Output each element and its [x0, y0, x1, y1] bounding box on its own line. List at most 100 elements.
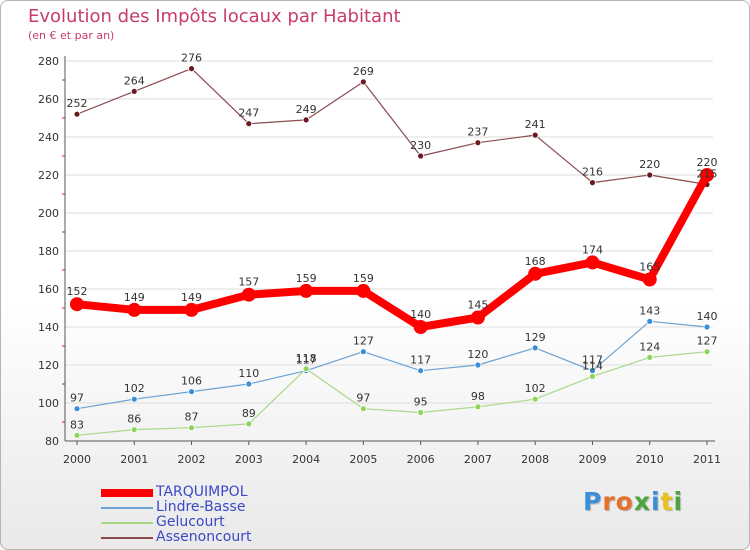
data-point-gelucourt	[73, 431, 81, 439]
x-tick-label: 2006	[407, 453, 435, 466]
data-label-tarquimpol: 152	[67, 285, 88, 298]
y-tick-label: 100	[38, 397, 59, 410]
series-line-lindre-basse	[76, 320, 708, 410]
x-tick-label: 2001	[120, 453, 148, 466]
legend-item-tarquimpol: TARQUIMPOL	[101, 485, 351, 500]
legend-swatch-assenoncourt	[101, 537, 153, 539]
data-point-gelucourt	[474, 403, 482, 411]
data-point-tarquimpol	[413, 320, 428, 334]
series-line-assenoncourt	[76, 67, 708, 186]
data-point-lindre-basse	[531, 344, 539, 352]
y-tick-label: 240	[38, 131, 59, 144]
y-tick-label: 280	[38, 55, 59, 68]
data-label-gelucourt: 83	[70, 418, 84, 431]
legend-item-assenoncourt: Assenoncourt	[101, 530, 351, 545]
data-label-assenoncourt: 220	[639, 158, 660, 171]
data-label-gelucourt: 118	[296, 352, 317, 365]
data-label-assenoncourt: 247	[238, 107, 259, 120]
legend-label-tarquimpol: TARQUIMPOL	[156, 484, 248, 500]
data-label-assenoncourt: 264	[124, 74, 145, 87]
data-label-lindre-basse: 106	[181, 375, 202, 388]
x-tick-label: 2004	[292, 453, 320, 466]
data-point-tarquimpol	[70, 297, 84, 312]
y-tick-label: 200	[38, 207, 59, 220]
data-label-assenoncourt: 230	[410, 139, 431, 152]
data-point-gelucourt	[245, 420, 253, 428]
series-line-gelucourt	[76, 351, 708, 436]
data-label-tarquimpol: 149	[181, 291, 202, 304]
legend-item-lindre-basse: Lindre-Basse	[101, 500, 351, 515]
y-tick-label: 160	[38, 283, 59, 296]
data-label-gelucourt: 95	[414, 396, 428, 409]
data-label-assenoncourt: 252	[67, 97, 88, 110]
data-point-assenoncourt	[245, 120, 253, 128]
data-point-lindre-basse	[646, 317, 654, 325]
x-tick-label: 2008	[521, 453, 549, 466]
data-point-tarquimpol	[299, 283, 314, 298]
data-label-tarquimpol: 165	[639, 261, 660, 274]
data-point-tarquimpol	[241, 287, 256, 302]
chart-legend: TARQUIMPOL Lindre-Basse Gelucourt Assenonco…	[101, 485, 351, 545]
x-tick-label: 2002	[178, 453, 206, 466]
data-label-gelucourt: 127	[697, 335, 718, 348]
data-label-assenoncourt: 241	[525, 118, 546, 131]
data-label-tarquimpol: 149	[124, 291, 145, 304]
data-point-assenoncourt	[302, 116, 310, 124]
data-point-lindre-basse	[245, 380, 253, 388]
legend-label-gelucourt: Gelucourt	[156, 514, 225, 530]
y-tick-label: 260	[38, 93, 59, 106]
data-point-tarquimpol	[356, 283, 371, 298]
data-point-lindre-basse	[359, 348, 367, 356]
data-point-gelucourt	[359, 405, 367, 413]
data-point-assenoncourt	[646, 171, 654, 179]
data-point-lindre-basse	[417, 367, 425, 375]
data-point-gelucourt	[130, 426, 138, 434]
data-point-gelucourt	[302, 365, 310, 373]
data-point-gelucourt	[531, 395, 539, 403]
y-tick-label: 120	[38, 359, 59, 372]
x-tick-label: 2009	[578, 453, 606, 466]
data-point-assenoncourt	[73, 110, 81, 118]
data-point-assenoncourt	[417, 152, 425, 160]
data-point-tarquimpol	[528, 266, 543, 281]
data-point-lindre-basse	[188, 388, 195, 396]
data-point-tarquimpol	[184, 302, 199, 317]
data-label-tarquimpol: 157	[238, 276, 259, 289]
x-tick-label: 2000	[63, 453, 91, 466]
data-label-lindre-basse: 143	[639, 304, 660, 317]
data-point-lindre-basse	[73, 405, 81, 413]
data-point-tarquimpol	[642, 272, 657, 287]
data-point-gelucourt	[703, 348, 711, 356]
data-label-tarquimpol: 220	[697, 156, 718, 169]
data-point-assenoncourt	[359, 78, 367, 86]
data-point-lindre-basse	[703, 323, 711, 331]
data-label-gelucourt: 124	[639, 340, 660, 353]
chart-subtitle: (en € et par an)	[28, 29, 115, 42]
data-point-assenoncourt	[474, 139, 482, 147]
x-tick-label: 2003	[235, 453, 263, 466]
x-tick-label: 2007	[464, 453, 492, 466]
y-tick-label: 140	[38, 321, 59, 334]
data-point-lindre-basse	[130, 395, 138, 403]
data-label-assenoncourt: 276	[181, 52, 202, 65]
legend-item-gelucourt: Gelucourt	[101, 515, 351, 530]
legend-swatch-tarquimpol	[101, 489, 153, 497]
data-label-lindre-basse: 102	[124, 382, 145, 395]
data-label-lindre-basse: 129	[525, 331, 546, 344]
data-point-assenoncourt	[188, 65, 195, 72]
data-label-lindre-basse: 117	[582, 354, 603, 367]
x-tick-label: 2011	[693, 453, 721, 466]
data-label-gelucourt: 97	[356, 392, 370, 405]
data-label-lindre-basse: 117	[410, 354, 431, 367]
data-label-tarquimpol: 174	[582, 243, 603, 256]
data-label-assenoncourt: 215	[697, 168, 718, 181]
proxiti-logo: Proxiti	[583, 487, 684, 516]
data-label-lindre-basse: 117	[296, 354, 317, 367]
data-label-assenoncourt: 249	[296, 103, 317, 116]
data-point-tarquimpol	[127, 302, 142, 317]
x-tick-label: 2010	[636, 453, 664, 466]
legend-label-lindre-basse: Lindre-Basse	[156, 499, 246, 515]
data-point-tarquimpol	[470, 310, 485, 325]
